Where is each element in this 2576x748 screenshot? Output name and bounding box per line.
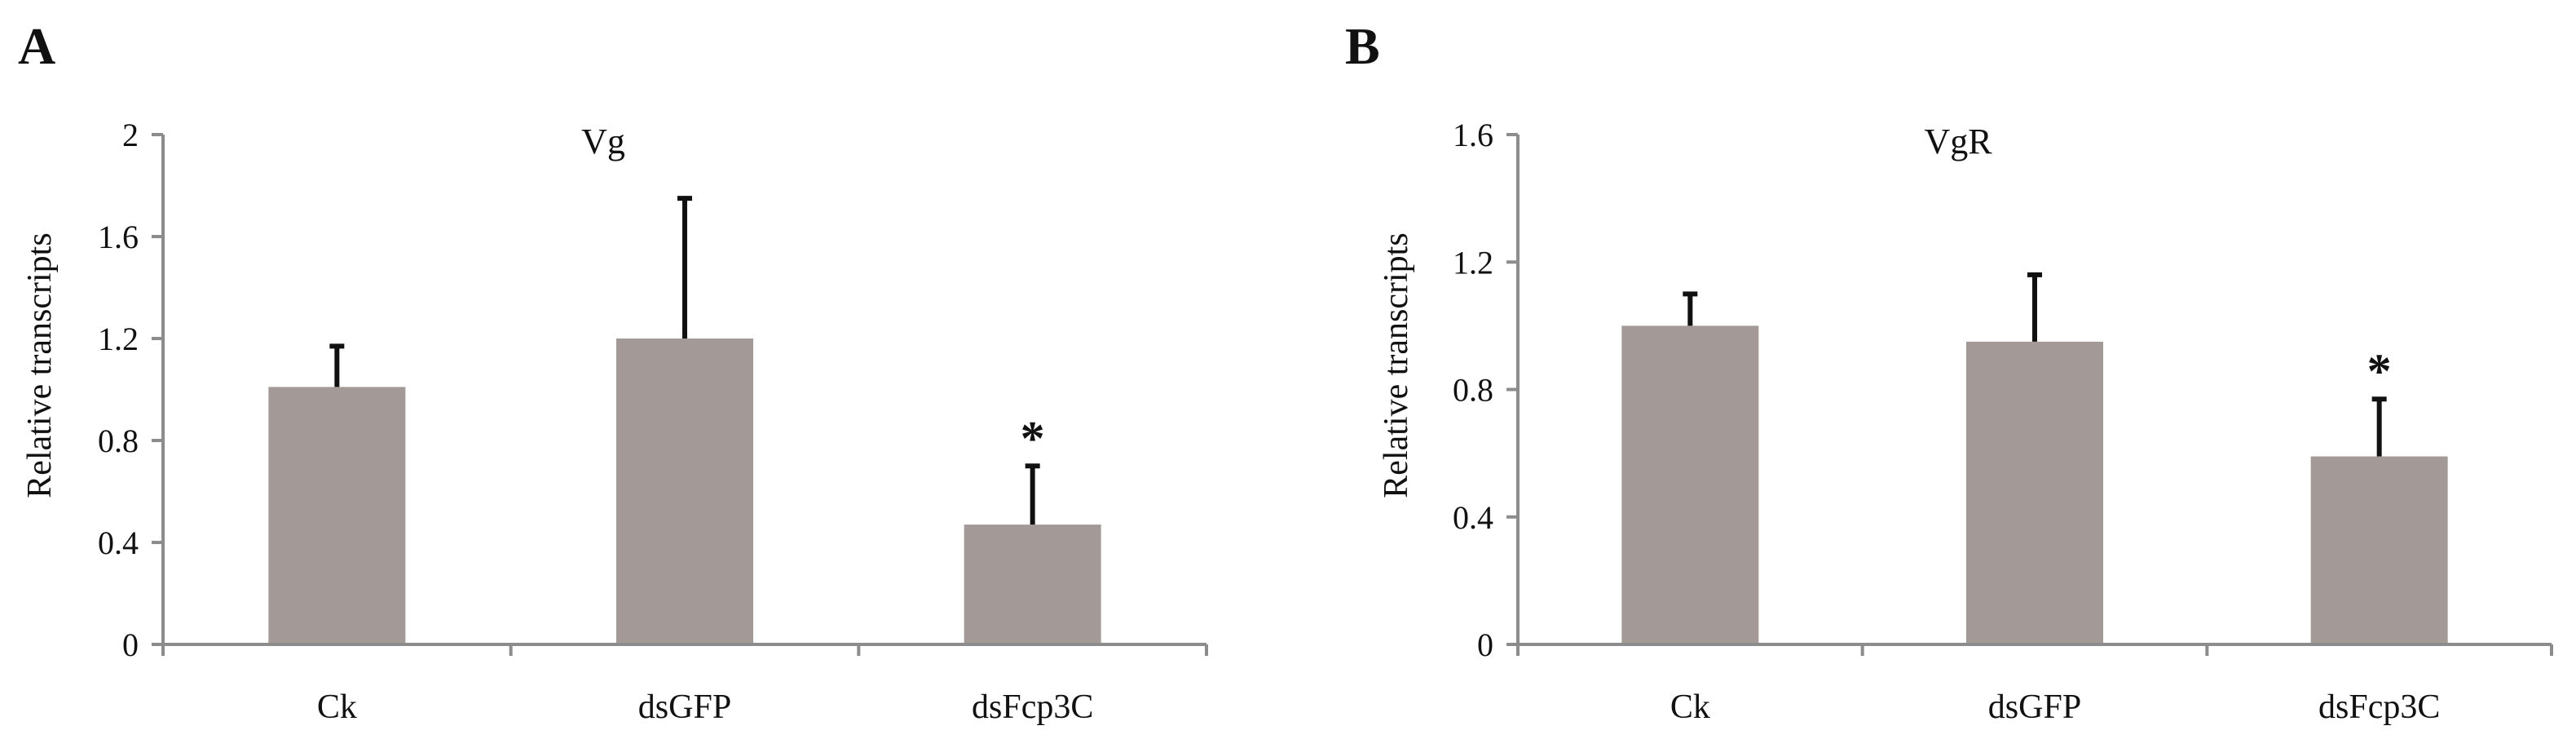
panel-letter-a: A bbox=[18, 17, 55, 75]
y-tick-label-a-5: 2 bbox=[122, 117, 139, 153]
bar-b-0 bbox=[1621, 325, 1759, 644]
bar-a-2 bbox=[964, 524, 1101, 644]
bar-b-2 bbox=[2310, 456, 2448, 644]
x-tick-label-a-2: dsFcp3C bbox=[972, 688, 1093, 726]
y-axis-label-a: Relative transcripts bbox=[21, 232, 59, 498]
chart-panel-b: B VgR Relative transcripts Ck dsGFP * dsFcp… bbox=[1345, 17, 2553, 726]
y-tick-label-a-4: 1.6 bbox=[98, 219, 139, 255]
significance-mark-b-2: * bbox=[2367, 344, 2392, 398]
bar-a-1 bbox=[616, 339, 753, 644]
x-tick-label-a-0: Ck bbox=[317, 688, 357, 726]
chart-title-a: Vg bbox=[581, 122, 625, 162]
y-axis-label-b: Relative transcripts bbox=[1378, 232, 1415, 498]
chart-panel-a: A Vg Relative transcripts Ck dsGFP * dsFcp3… bbox=[18, 17, 1208, 726]
y-tick-label-a-3: 1.2 bbox=[98, 321, 139, 357]
y-tick-label-a-0: 0 bbox=[122, 626, 139, 663]
panel-letter-b: B bbox=[1345, 17, 1380, 75]
y-tick-label-b-0: 0 bbox=[1477, 626, 1493, 663]
y-tick-label-a-2: 0.8 bbox=[98, 423, 139, 459]
y-tick-label-b-2: 0.8 bbox=[1453, 372, 1493, 409]
y-tick-label-a-1: 0.4 bbox=[98, 524, 139, 561]
y-tick-label-b-4: 1.6 bbox=[1453, 117, 1493, 153]
bar-b-1 bbox=[1966, 341, 2103, 644]
plot-area-a: Ck dsGFP * dsFcp3C 0 0.4 0.8 1.2 1.6 2 bbox=[98, 117, 1208, 726]
x-tick-label-b-0: Ck bbox=[1670, 688, 1710, 726]
x-tick-label-a-1: dsGFP bbox=[638, 688, 731, 726]
y-tick-label-b-3: 1.2 bbox=[1453, 244, 1493, 281]
chart-title-b: VgR bbox=[1924, 122, 1992, 162]
x-tick-label-b-2: dsFcp3C bbox=[2318, 688, 2440, 726]
x-tick-label-b-1: dsGFP bbox=[1988, 688, 2081, 726]
plot-area-b: Ck dsGFP * dsFcp3C 0 0.4 0.8 1.2 1.6 bbox=[1453, 117, 2553, 726]
bar-a-0 bbox=[268, 387, 406, 644]
y-tick-label-b-1: 0.4 bbox=[1453, 499, 1493, 536]
significance-mark-a-2: * bbox=[1021, 411, 1045, 465]
